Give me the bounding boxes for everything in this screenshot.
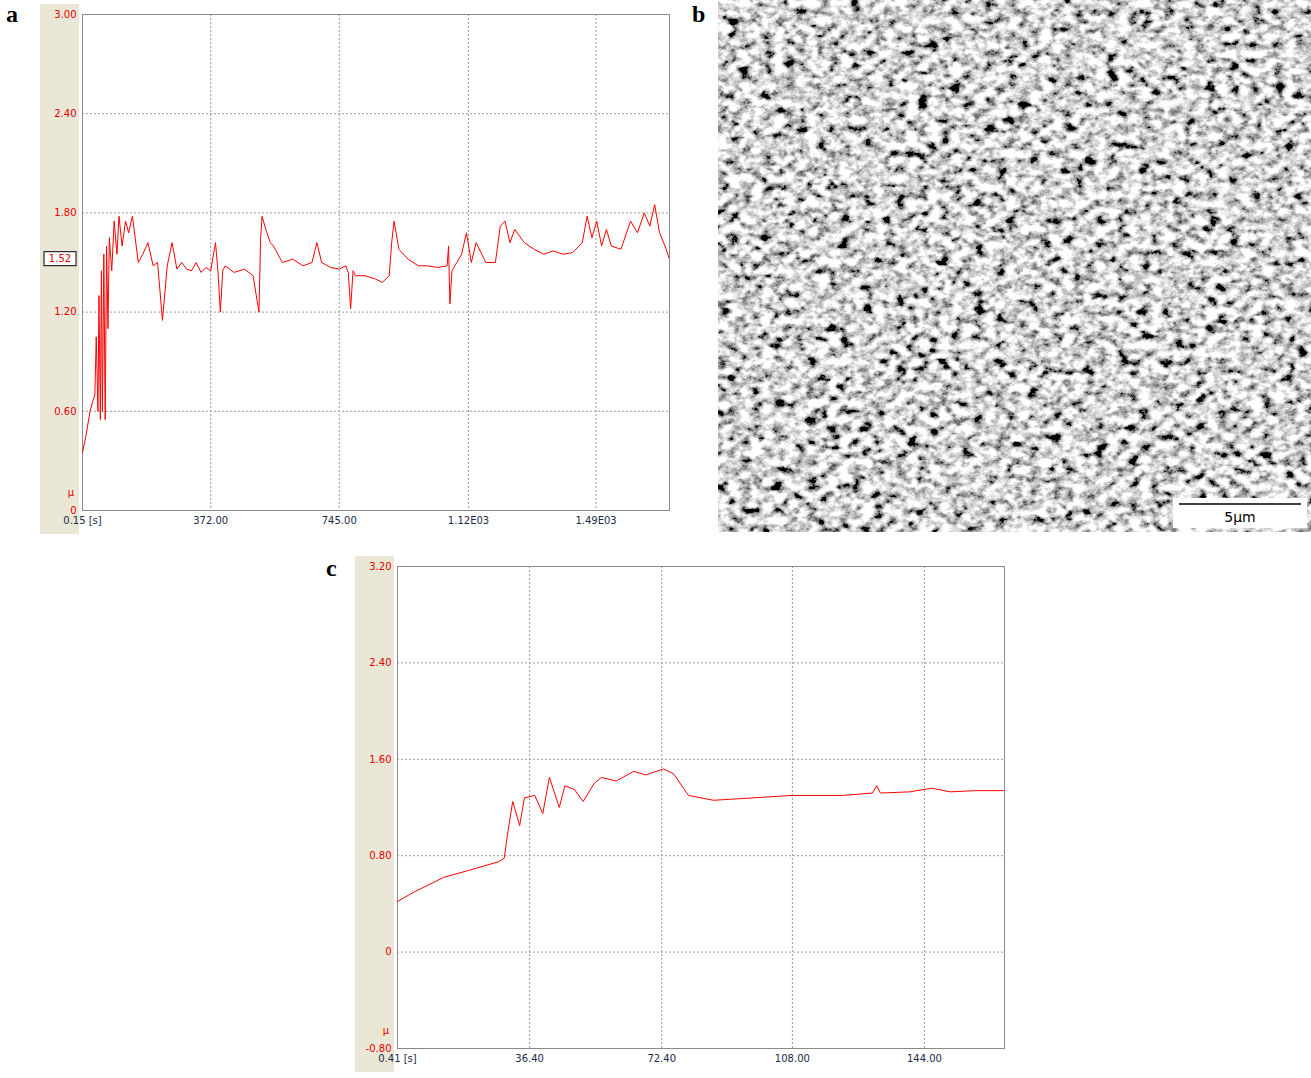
svg-text:3.00: 3.00	[54, 9, 76, 20]
html-text:c: c	[326, 555, 337, 581]
svg-text:0.15 [s]: 0.15 [s]	[63, 515, 102, 526]
svg-text:3.20: 3.20	[369, 561, 391, 572]
svg-text:0: 0	[70, 504, 77, 516]
html-text:a: a	[6, 1, 18, 27]
svg-text:0: 0	[385, 946, 391, 957]
svg-text:372.00: 372.00	[193, 515, 228, 526]
svg-text:0.60: 0.60	[54, 406, 76, 417]
svg-text:0.80: 0.80	[369, 850, 391, 861]
svg-text:μ: μ	[383, 1025, 390, 1036]
svg-text:2.40: 2.40	[54, 108, 76, 119]
svg-text:745.00: 745.00	[322, 515, 357, 526]
svg-text:5μm: 5μm	[1224, 509, 1255, 525]
svg-text:1.52: 1.52	[49, 253, 71, 264]
svg-text:1.49E03: 1.49E03	[575, 515, 616, 526]
svg-text:μ: μ	[68, 487, 75, 498]
html-text:b: b	[692, 1, 706, 27]
svg-text:144.00: 144.00	[907, 1053, 942, 1064]
svg-text:1.20: 1.20	[54, 306, 76, 317]
svg-text:1.12E03: 1.12E03	[448, 515, 489, 526]
svg-text:72.40: 72.40	[647, 1053, 676, 1064]
svg-text:-0.80: -0.80	[365, 1042, 392, 1054]
svg-text:1.80: 1.80	[54, 207, 76, 218]
svg-text:1.60: 1.60	[369, 754, 391, 765]
svg-text:36.40: 36.40	[515, 1053, 544, 1064]
svg-text:2.40: 2.40	[369, 657, 391, 668]
svg-text:108.00: 108.00	[775, 1053, 810, 1064]
svg-text:0.41 [s]: 0.41 [s]	[378, 1053, 417, 1064]
